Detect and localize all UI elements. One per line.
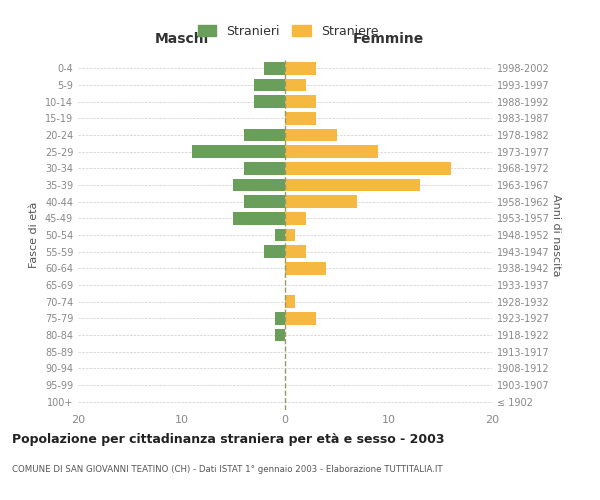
- Text: Femmine: Femmine: [353, 32, 424, 46]
- Bar: [233, 179, 285, 191]
- Y-axis label: Fasce di età: Fasce di età: [29, 202, 39, 268]
- Bar: [254, 78, 285, 91]
- Bar: [285, 112, 316, 124]
- Bar: [285, 62, 316, 74]
- Bar: [285, 246, 306, 258]
- Bar: [275, 312, 285, 324]
- Bar: [285, 212, 306, 224]
- Text: COMUNE DI SAN GIOVANNI TEATINO (CH) - Dati ISTAT 1° gennaio 2003 - Elaborazione : COMUNE DI SAN GIOVANNI TEATINO (CH) - Da…: [12, 466, 443, 474]
- Bar: [285, 78, 306, 91]
- Y-axis label: Anni di nascita: Anni di nascita: [551, 194, 561, 276]
- Bar: [285, 296, 295, 308]
- Bar: [265, 62, 285, 74]
- Bar: [285, 128, 337, 141]
- Bar: [275, 329, 285, 341]
- Text: Maschi: Maschi: [154, 32, 209, 46]
- Bar: [244, 196, 285, 208]
- Bar: [192, 146, 285, 158]
- Bar: [285, 262, 326, 274]
- Bar: [233, 212, 285, 224]
- Bar: [275, 229, 285, 241]
- Bar: [285, 179, 419, 191]
- Bar: [285, 196, 358, 208]
- Bar: [285, 96, 316, 108]
- Legend: Stranieri, Straniere: Stranieri, Straniere: [194, 21, 382, 42]
- Bar: [265, 246, 285, 258]
- Bar: [285, 229, 295, 241]
- Bar: [254, 96, 285, 108]
- Bar: [285, 146, 378, 158]
- Bar: [285, 162, 451, 174]
- Text: Popolazione per cittadinanza straniera per età e sesso - 2003: Popolazione per cittadinanza straniera p…: [12, 432, 445, 446]
- Bar: [244, 128, 285, 141]
- Bar: [285, 312, 316, 324]
- Bar: [244, 162, 285, 174]
